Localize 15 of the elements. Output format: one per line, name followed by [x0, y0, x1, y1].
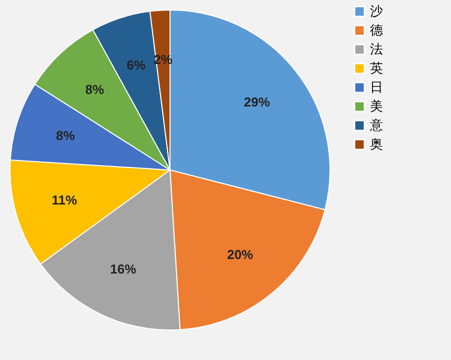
data-label: 8% [56, 128, 76, 144]
legend-label: 法 [370, 42, 383, 56]
legend-label: 德 [370, 22, 383, 38]
legend-label: 美 [370, 98, 383, 114]
legend-label: 沙 [370, 4, 383, 18]
data-label: 29% [244, 94, 270, 110]
legend-label: 意 [369, 118, 383, 132]
legend-label: 日 [370, 80, 383, 94]
data-label: 8% [85, 82, 105, 97]
legend-label: 奥 [370, 136, 383, 152]
data-label: 11% [52, 192, 78, 208]
legend-label: 英 [370, 60, 383, 76]
data-label: 16% [110, 262, 137, 277]
data-label: 6% [126, 57, 146, 72]
data-label: 20% [227, 246, 254, 262]
